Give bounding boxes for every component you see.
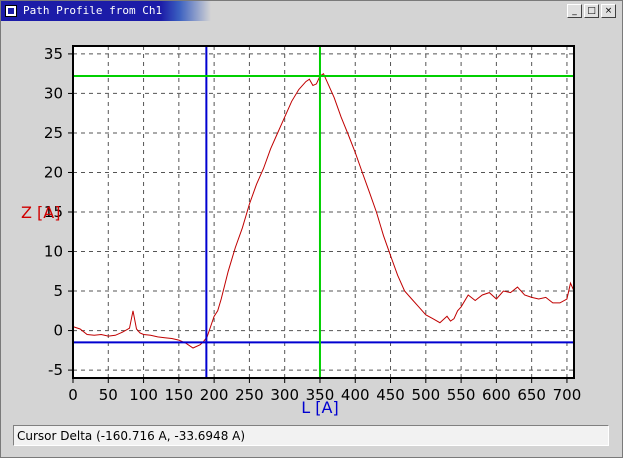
y-tick-label: 35 xyxy=(44,45,63,63)
x-tick-label: 150 xyxy=(165,386,194,404)
y-tick-label: 25 xyxy=(44,124,63,142)
y-axis-label: Z [A] xyxy=(21,203,60,222)
window-menu-icon[interactable] xyxy=(5,5,17,17)
close-button[interactable]: × xyxy=(601,4,616,18)
plot-area[interactable]: 0 50 100 150 200 250 300 350 400 450 500 550 600 650 7… xyxy=(4,23,618,419)
y-tick-label: 30 xyxy=(44,84,63,102)
x-tick-label: 0 xyxy=(68,386,78,404)
x-tick-label: 250 xyxy=(235,386,264,404)
y-tick-label: 10 xyxy=(44,243,63,261)
y-tick-label: 5 xyxy=(53,282,63,300)
cursor-delta-text: Cursor Delta (-160.716 A, -33.6948 A) xyxy=(17,429,246,443)
y-tick-label: -5 xyxy=(48,361,63,379)
x-tick-label: 400 xyxy=(341,386,370,404)
maximize-button[interactable]: □ xyxy=(584,4,599,18)
x-tick-label: 50 xyxy=(99,386,118,404)
x-tick-label: 500 xyxy=(411,386,440,404)
x-tick-label: 200 xyxy=(200,386,229,404)
title-bar-gradient xyxy=(161,1,622,21)
x-tick-label: 550 xyxy=(447,386,476,404)
title-bar[interactable]: Path Profile from Ch1 _ □ × xyxy=(1,1,622,21)
x-tick-label: 600 xyxy=(482,386,511,404)
y-tick-label: 0 xyxy=(53,322,63,340)
x-tick-label: 100 xyxy=(129,386,158,404)
profile-series-line xyxy=(72,72,575,349)
x-tick-label: 450 xyxy=(376,386,405,404)
x-axis-label: L [A] xyxy=(301,398,338,417)
window-title: Path Profile from Ch1 xyxy=(23,4,163,17)
x-tick-label: 700 xyxy=(553,386,582,404)
profile-chart[interactable]: 0 50 100 150 200 250 300 350 400 450 500 550 600 650 7… xyxy=(4,23,618,419)
x-tick-label: 350 xyxy=(306,386,335,404)
status-bar: Cursor Delta (-160.716 A, -33.6948 A) xyxy=(13,425,609,446)
y-tick-label: 20 xyxy=(44,163,63,181)
y-tick-label: 15 xyxy=(44,203,63,221)
x-tick-label: 300 xyxy=(270,386,299,404)
minimize-button[interactable]: _ xyxy=(567,4,582,18)
x-tick-label: 650 xyxy=(517,386,546,404)
